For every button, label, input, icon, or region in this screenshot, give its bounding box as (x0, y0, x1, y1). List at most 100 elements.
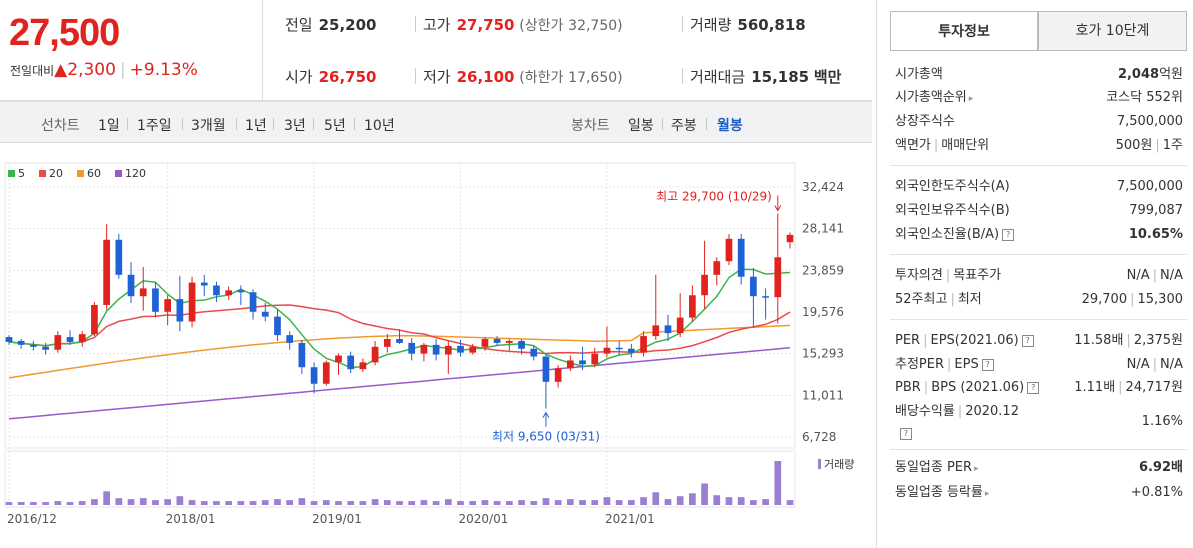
volume-bar (237, 501, 245, 505)
help-icon[interactable]: ? (1021, 334, 1034, 347)
candle-body (347, 355, 355, 370)
volume-bar (444, 499, 452, 505)
tab-3month[interactable]: 3개월 (191, 118, 226, 134)
tab-investment-info[interactable]: 투자정보 (890, 11, 1038, 51)
candle-body (615, 347, 623, 350)
52week-row: 52주최고 | 최저 29,700 | 15,300 (895, 292, 1183, 307)
tab-1day[interactable]: 1일 (98, 118, 120, 134)
volume-bar (152, 500, 159, 505)
volume-bar (457, 501, 464, 505)
help-icon[interactable]: ? (981, 358, 994, 371)
candle-body (737, 238, 745, 277)
volume-bar (286, 500, 294, 505)
legend-swatch (115, 170, 122, 177)
candle-body (139, 288, 147, 297)
ma5-line (8, 268, 791, 369)
volume-bar (420, 500, 428, 505)
tab-order-book-10[interactable]: 호가 10단계 (1038, 11, 1187, 51)
volume-bar (139, 498, 147, 505)
candle-body (579, 360, 586, 365)
tab-10year[interactable]: 10년 (364, 118, 395, 134)
candle-body (444, 345, 452, 355)
help-icon[interactable]: ? (1027, 381, 1040, 394)
candle-body (78, 334, 86, 342)
day-low: 저가 26,100 (하한가 17,650) (423, 68, 623, 86)
candle-body (335, 355, 342, 363)
volume-bar (603, 497, 611, 505)
candle-body (603, 347, 611, 354)
candle-body (54, 335, 62, 350)
candle-body (200, 282, 208, 286)
candle-chart-label: 봉차트 (571, 118, 610, 134)
volume-bar (5, 502, 13, 505)
candle-body (310, 367, 318, 384)
help-icon[interactable]: ? (1002, 228, 1015, 241)
period-tab-bar (0, 101, 872, 143)
candle-body (17, 340, 25, 345)
volume-bar (579, 500, 586, 505)
y-tick-label: 19,576 (802, 305, 844, 319)
candle-body (591, 353, 599, 365)
y-tick-label: 15,293 (802, 347, 844, 361)
line-chart-label: 선차트 (41, 118, 80, 134)
ma120-line (8, 347, 791, 420)
volume-bar (310, 501, 318, 505)
tab-1week[interactable]: 1주일 (137, 118, 172, 134)
dividend-row: 배당수익률 | 2020.12 (895, 404, 1019, 419)
candle-body (274, 316, 281, 336)
candle-body (188, 282, 196, 322)
candle-body (103, 239, 110, 305)
volume-bar (493, 501, 501, 505)
tab-5year[interactable]: 5년 (324, 118, 346, 134)
candle-body (261, 311, 269, 317)
y-tick-label: 23,859 (802, 263, 844, 277)
volume-bar (689, 493, 696, 505)
tab-daily[interactable]: 일봉 (628, 118, 654, 134)
volume-bar (371, 499, 379, 505)
up-arrow-icon: ▲ (54, 60, 68, 80)
change-value: 2,300 (67, 60, 116, 80)
quote-panel (263, 0, 872, 101)
sector-per-row[interactable]: 동일업종 PER ▸ 6.92배 (895, 460, 1183, 475)
candle-body (408, 342, 416, 354)
candle-body (542, 356, 550, 382)
volume-bar (469, 501, 477, 505)
candle-body (66, 337, 74, 342)
candle-body (554, 368, 562, 382)
tab-3year[interactable]: 3년 (284, 118, 306, 134)
max-arrow-head (774, 205, 782, 212)
y-tick-label: 32,424 (802, 180, 844, 194)
listed-shares-row: 상장주식수 7,500,000 (895, 114, 1183, 129)
candle-body (701, 274, 708, 296)
volume-bar (66, 502, 74, 505)
candle-body (493, 339, 501, 343)
y-tick-label: 6,728 (802, 430, 836, 444)
sector-change-row[interactable]: 동일업종 등락률 ▸ +0.81% (895, 485, 1183, 500)
volume-legend-label: 거래량 (824, 458, 854, 471)
legend-label: 5 (18, 167, 25, 180)
volume-bar (786, 500, 794, 505)
candle-body (42, 346, 49, 350)
y-tick-label: 11,011 (802, 388, 844, 402)
x-tick-label: 2021/01 (605, 512, 655, 526)
opinion-row: 투자의견 | 목표주가 N/A | N/A (895, 268, 1183, 283)
candle-body (420, 344, 428, 354)
volume-bar (127, 499, 135, 505)
market-cap-rank-row[interactable]: 시가총액순위 ▸ 코스닥 552위 (895, 90, 1183, 105)
candle-body (762, 296, 769, 298)
volume-bar (432, 501, 440, 505)
tab-1year[interactable]: 1년 (245, 118, 267, 134)
volume-bar (750, 500, 757, 505)
candle-body (481, 339, 489, 347)
candle-body (164, 299, 171, 312)
legend-swatch (77, 170, 84, 177)
candle-body (652, 325, 660, 337)
tab-weekly[interactable]: 주봉 (671, 118, 697, 134)
tab-monthly[interactable]: 월봉 (717, 118, 743, 134)
volume-bar (725, 497, 733, 505)
help-icon[interactable]: ? (900, 427, 912, 440)
candle-body (518, 340, 525, 349)
volume-legend-swatch (818, 459, 821, 469)
legend-label: 120 (125, 167, 146, 180)
volume-bar (628, 500, 635, 505)
